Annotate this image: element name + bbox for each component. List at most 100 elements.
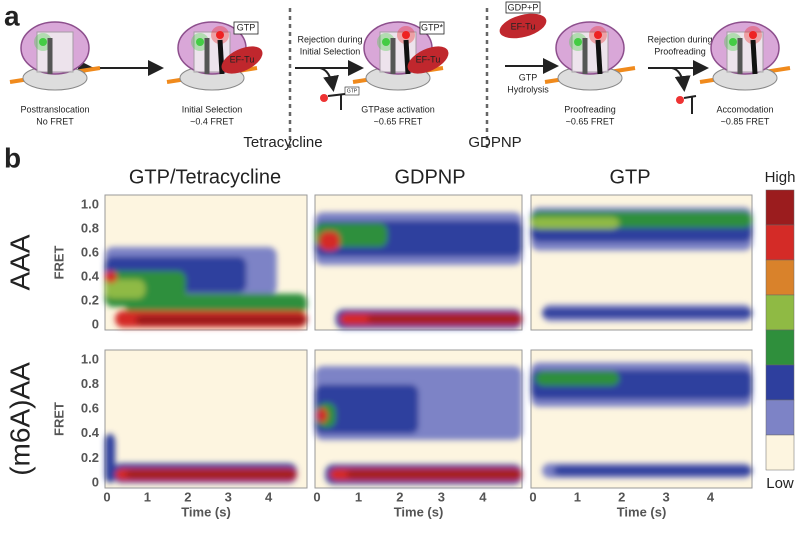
y-tick-label: 0.8	[81, 220, 99, 235]
fluorophore	[729, 38, 737, 46]
colorbar-high: High	[765, 169, 796, 186]
ef-tu	[221, 46, 263, 74]
panel-label: a	[4, 0, 20, 31]
molecule-label: GTP*	[421, 22, 444, 32]
density	[535, 371, 620, 386]
heatmap-body	[105, 247, 307, 328]
fluorophore	[749, 31, 757, 39]
y-tick-label: 0.4	[81, 268, 100, 283]
density	[315, 384, 419, 434]
colorbar-segment	[765, 189, 795, 226]
density	[553, 465, 752, 476]
step-label: GTPase activation	[361, 104, 435, 114]
y-tick-label: 0	[92, 316, 99, 331]
row-label: (m6A)AA	[4, 362, 35, 476]
fluorophore	[382, 38, 390, 46]
heatmap-body	[315, 212, 522, 329]
x-tick-label: 0	[313, 489, 320, 504]
molecule-label: GDP+P	[508, 2, 539, 12]
density	[542, 308, 752, 318]
trna	[595, 39, 603, 75]
density	[105, 271, 118, 283]
step-sub: ~0.85 FRET	[721, 116, 770, 126]
density	[105, 279, 146, 299]
density	[105, 433, 116, 483]
density	[366, 315, 522, 323]
step-label: Posttranslocation	[20, 104, 89, 114]
transition-label: Rejection during	[297, 34, 362, 44]
box	[233, 21, 259, 35]
condition-label: Tetracycline	[243, 134, 322, 151]
box	[344, 86, 360, 96]
box	[419, 21, 445, 35]
heatmap	[104, 349, 308, 489]
step-label: Initial Selection	[182, 104, 243, 114]
y-tick-label: 1.0	[81, 196, 99, 211]
y-tick-label: 1.0	[81, 351, 99, 366]
transition-label: GTP	[519, 72, 538, 82]
heatmap-body	[531, 362, 752, 479]
x-tick-label: 1	[144, 489, 151, 504]
y-tick-label: 0.6	[81, 401, 99, 416]
arrow	[671, 67, 691, 92]
heatmap	[314, 194, 523, 331]
row-label: AAA	[4, 234, 35, 290]
transition-label: Proofreading	[654, 46, 706, 56]
density	[125, 293, 307, 313]
column-title: GTP/Tetracycline	[129, 166, 281, 188]
colorbar-segment	[765, 399, 795, 436]
x-tick-label: 2	[184, 489, 191, 504]
x-axis-label: Time (s)	[181, 504, 231, 519]
y-tick-label: 0	[92, 474, 99, 489]
step-sub: ~0.65 FRET	[566, 116, 615, 126]
y-tick-label: 0.8	[81, 376, 99, 391]
step-sub: ~0.4 FRET	[190, 116, 234, 126]
heatmap	[104, 194, 308, 331]
colorbar-segment	[765, 224, 795, 261]
density	[317, 407, 328, 423]
box	[505, 1, 541, 14]
ef-tu	[499, 13, 547, 39]
step-label: Proofreading	[564, 104, 616, 114]
colorbar-low: Low	[766, 475, 794, 492]
condition-label: GDPNP	[468, 134, 521, 151]
molecule-label: GTP	[347, 88, 358, 94]
transition-label: Hydrolysis	[507, 84, 549, 94]
transition-label: Rejection during	[647, 34, 712, 44]
released-trna	[320, 93, 346, 110]
density	[135, 315, 307, 325]
x-tick-label: 1	[355, 489, 362, 504]
column-title: GDPNP	[394, 166, 465, 188]
colorbar-segment	[765, 259, 795, 296]
x-tick-label: 2	[618, 489, 625, 504]
heatmap-body	[315, 366, 522, 485]
y-tick-label: 0.4	[81, 425, 100, 440]
x-tick-label: 1	[574, 489, 581, 504]
density	[531, 217, 620, 229]
molecule-label: GTP	[237, 22, 256, 32]
colorbar-segment	[765, 329, 795, 366]
fluorophore	[216, 31, 224, 39]
x-tick-label: 3	[225, 489, 232, 504]
density	[319, 231, 340, 251]
x-tick-label: 0	[103, 489, 110, 504]
column-title: GTP	[609, 166, 650, 188]
ef-tu	[407, 46, 449, 74]
x-tick-label: 2	[396, 489, 403, 504]
panel-label: b	[4, 142, 21, 173]
step-sub: ~0.65 FRET	[374, 116, 423, 126]
molecule-label: EF-Tu	[416, 54, 441, 64]
y-tick-label: 0.2	[81, 292, 99, 307]
heatmap	[530, 349, 753, 489]
fluorophore	[594, 31, 602, 39]
y-tick-label: 0.2	[81, 450, 99, 465]
x-tick-label: 4	[707, 489, 715, 504]
x-axis-label: Time (s)	[617, 504, 667, 519]
molecule-label: EF-Tu	[230, 54, 255, 64]
density	[125, 470, 297, 479]
heatmap-body	[531, 207, 752, 322]
arrow	[319, 67, 339, 92]
x-axis-label: Time (s)	[394, 504, 444, 519]
x-tick-label: 4	[479, 489, 487, 504]
released-trna	[676, 95, 697, 114]
